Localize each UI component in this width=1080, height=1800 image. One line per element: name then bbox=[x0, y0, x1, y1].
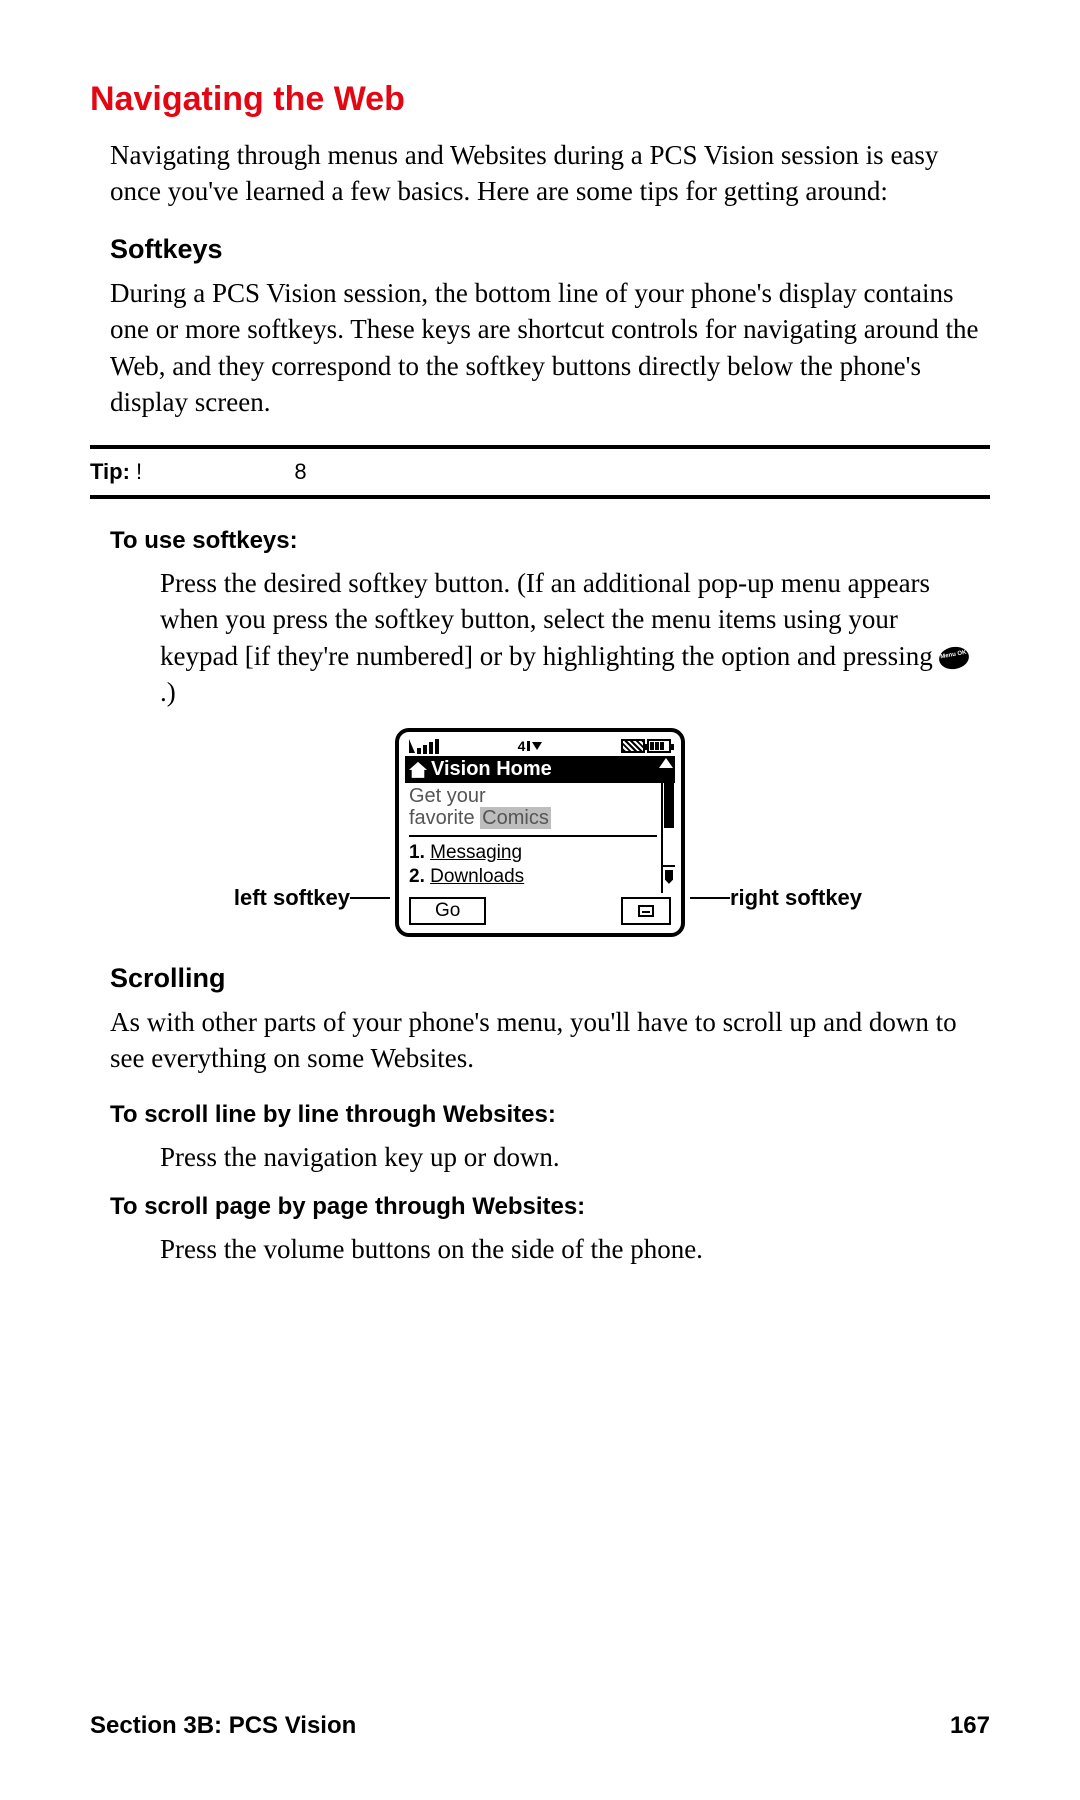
use-softkeys-text-post: .) bbox=[160, 677, 176, 707]
scroll-page-body: Press the volume buttons on the side of … bbox=[160, 1231, 980, 1267]
intro-paragraph: Navigating through menus and Websites du… bbox=[110, 137, 990, 210]
tip-mark: ! bbox=[136, 459, 142, 484]
promo-line1: Get your bbox=[409, 785, 657, 807]
softkeys-paragraph: During a PCS Vision session, the bottom … bbox=[110, 275, 990, 421]
status-bar: 4 bbox=[405, 738, 675, 756]
menu-item-2: 2. Downloads bbox=[409, 865, 657, 889]
battery-charging-icon bbox=[621, 739, 645, 753]
menu-item-1: 1. Messaging bbox=[409, 841, 657, 865]
scroll-page-heading: To scroll page by page through Websites: bbox=[110, 1193, 990, 1221]
scrollbar bbox=[661, 783, 675, 893]
use-softkeys-text-pre: Press the desired softkey button. (If an… bbox=[160, 568, 939, 671]
callout-line-icon bbox=[690, 897, 730, 899]
data-arrow-icon: 4 bbox=[518, 738, 543, 754]
menu-list: 1. Messaging 2. Downloads bbox=[409, 841, 657, 889]
battery-icons bbox=[621, 739, 671, 753]
battery-level-icon bbox=[647, 739, 671, 753]
left-softkey-label: left softkey bbox=[234, 885, 350, 911]
callout-line-icon bbox=[350, 897, 390, 899]
right-softkey-button bbox=[621, 897, 671, 925]
left-softkey-button: Go bbox=[409, 897, 486, 925]
left-softkey-callout: left softkey bbox=[234, 885, 390, 911]
footer-section: Section 3B: PCS Vision bbox=[90, 1712, 356, 1740]
right-softkey-callout: right softkey bbox=[690, 885, 862, 911]
softkeys-heading: Softkeys bbox=[110, 234, 990, 265]
promo-highlight: Comics bbox=[480, 807, 551, 829]
home-icon bbox=[409, 762, 427, 778]
page-heading: Navigating the Web bbox=[90, 80, 990, 119]
scrollbar-thumb bbox=[664, 783, 674, 828]
scroll-line-body: Press the navigation key up or down. bbox=[160, 1139, 980, 1175]
scroll-line-heading: To scroll line by line through Websites: bbox=[110, 1101, 990, 1129]
phone-screen: 4 Vision Home Get your favorite Comics bbox=[395, 728, 685, 937]
use-softkeys-heading: To use softkeys: bbox=[110, 527, 990, 555]
phone-illustration: left softkey 4 Vision Home bbox=[90, 728, 990, 937]
softkey-row: Go bbox=[405, 893, 675, 925]
menu-glyph-icon bbox=[638, 905, 654, 917]
screen-content: Get your favorite Comics 1. Messaging 2.… bbox=[405, 783, 661, 893]
promo-line2: favorite Comics bbox=[409, 807, 657, 829]
screen-title-bar: Vision Home bbox=[405, 756, 675, 783]
tip-label: Tip: bbox=[90, 459, 130, 484]
stylus-icon bbox=[663, 865, 675, 893]
divider-line bbox=[409, 835, 657, 837]
right-softkey-label: right softkey bbox=[730, 885, 862, 911]
footer-page-number: 167 bbox=[950, 1712, 990, 1740]
use-softkeys-paragraph: Press the desired softkey button. (If an… bbox=[160, 565, 980, 711]
tip-value: 8 bbox=[294, 459, 306, 484]
menu-ok-icon bbox=[938, 645, 971, 672]
scrolling-intro: As with other parts of your phone's menu… bbox=[110, 1004, 990, 1077]
signal-icon bbox=[409, 739, 439, 754]
tip-box: Tip: ! 8 bbox=[90, 445, 990, 499]
scrolling-heading: Scrolling bbox=[110, 963, 990, 994]
page-footer: Section 3B: PCS Vision 167 bbox=[90, 1712, 990, 1740]
screen-title: Vision Home bbox=[431, 758, 552, 781]
scroll-up-arrow-icon bbox=[659, 758, 673, 768]
